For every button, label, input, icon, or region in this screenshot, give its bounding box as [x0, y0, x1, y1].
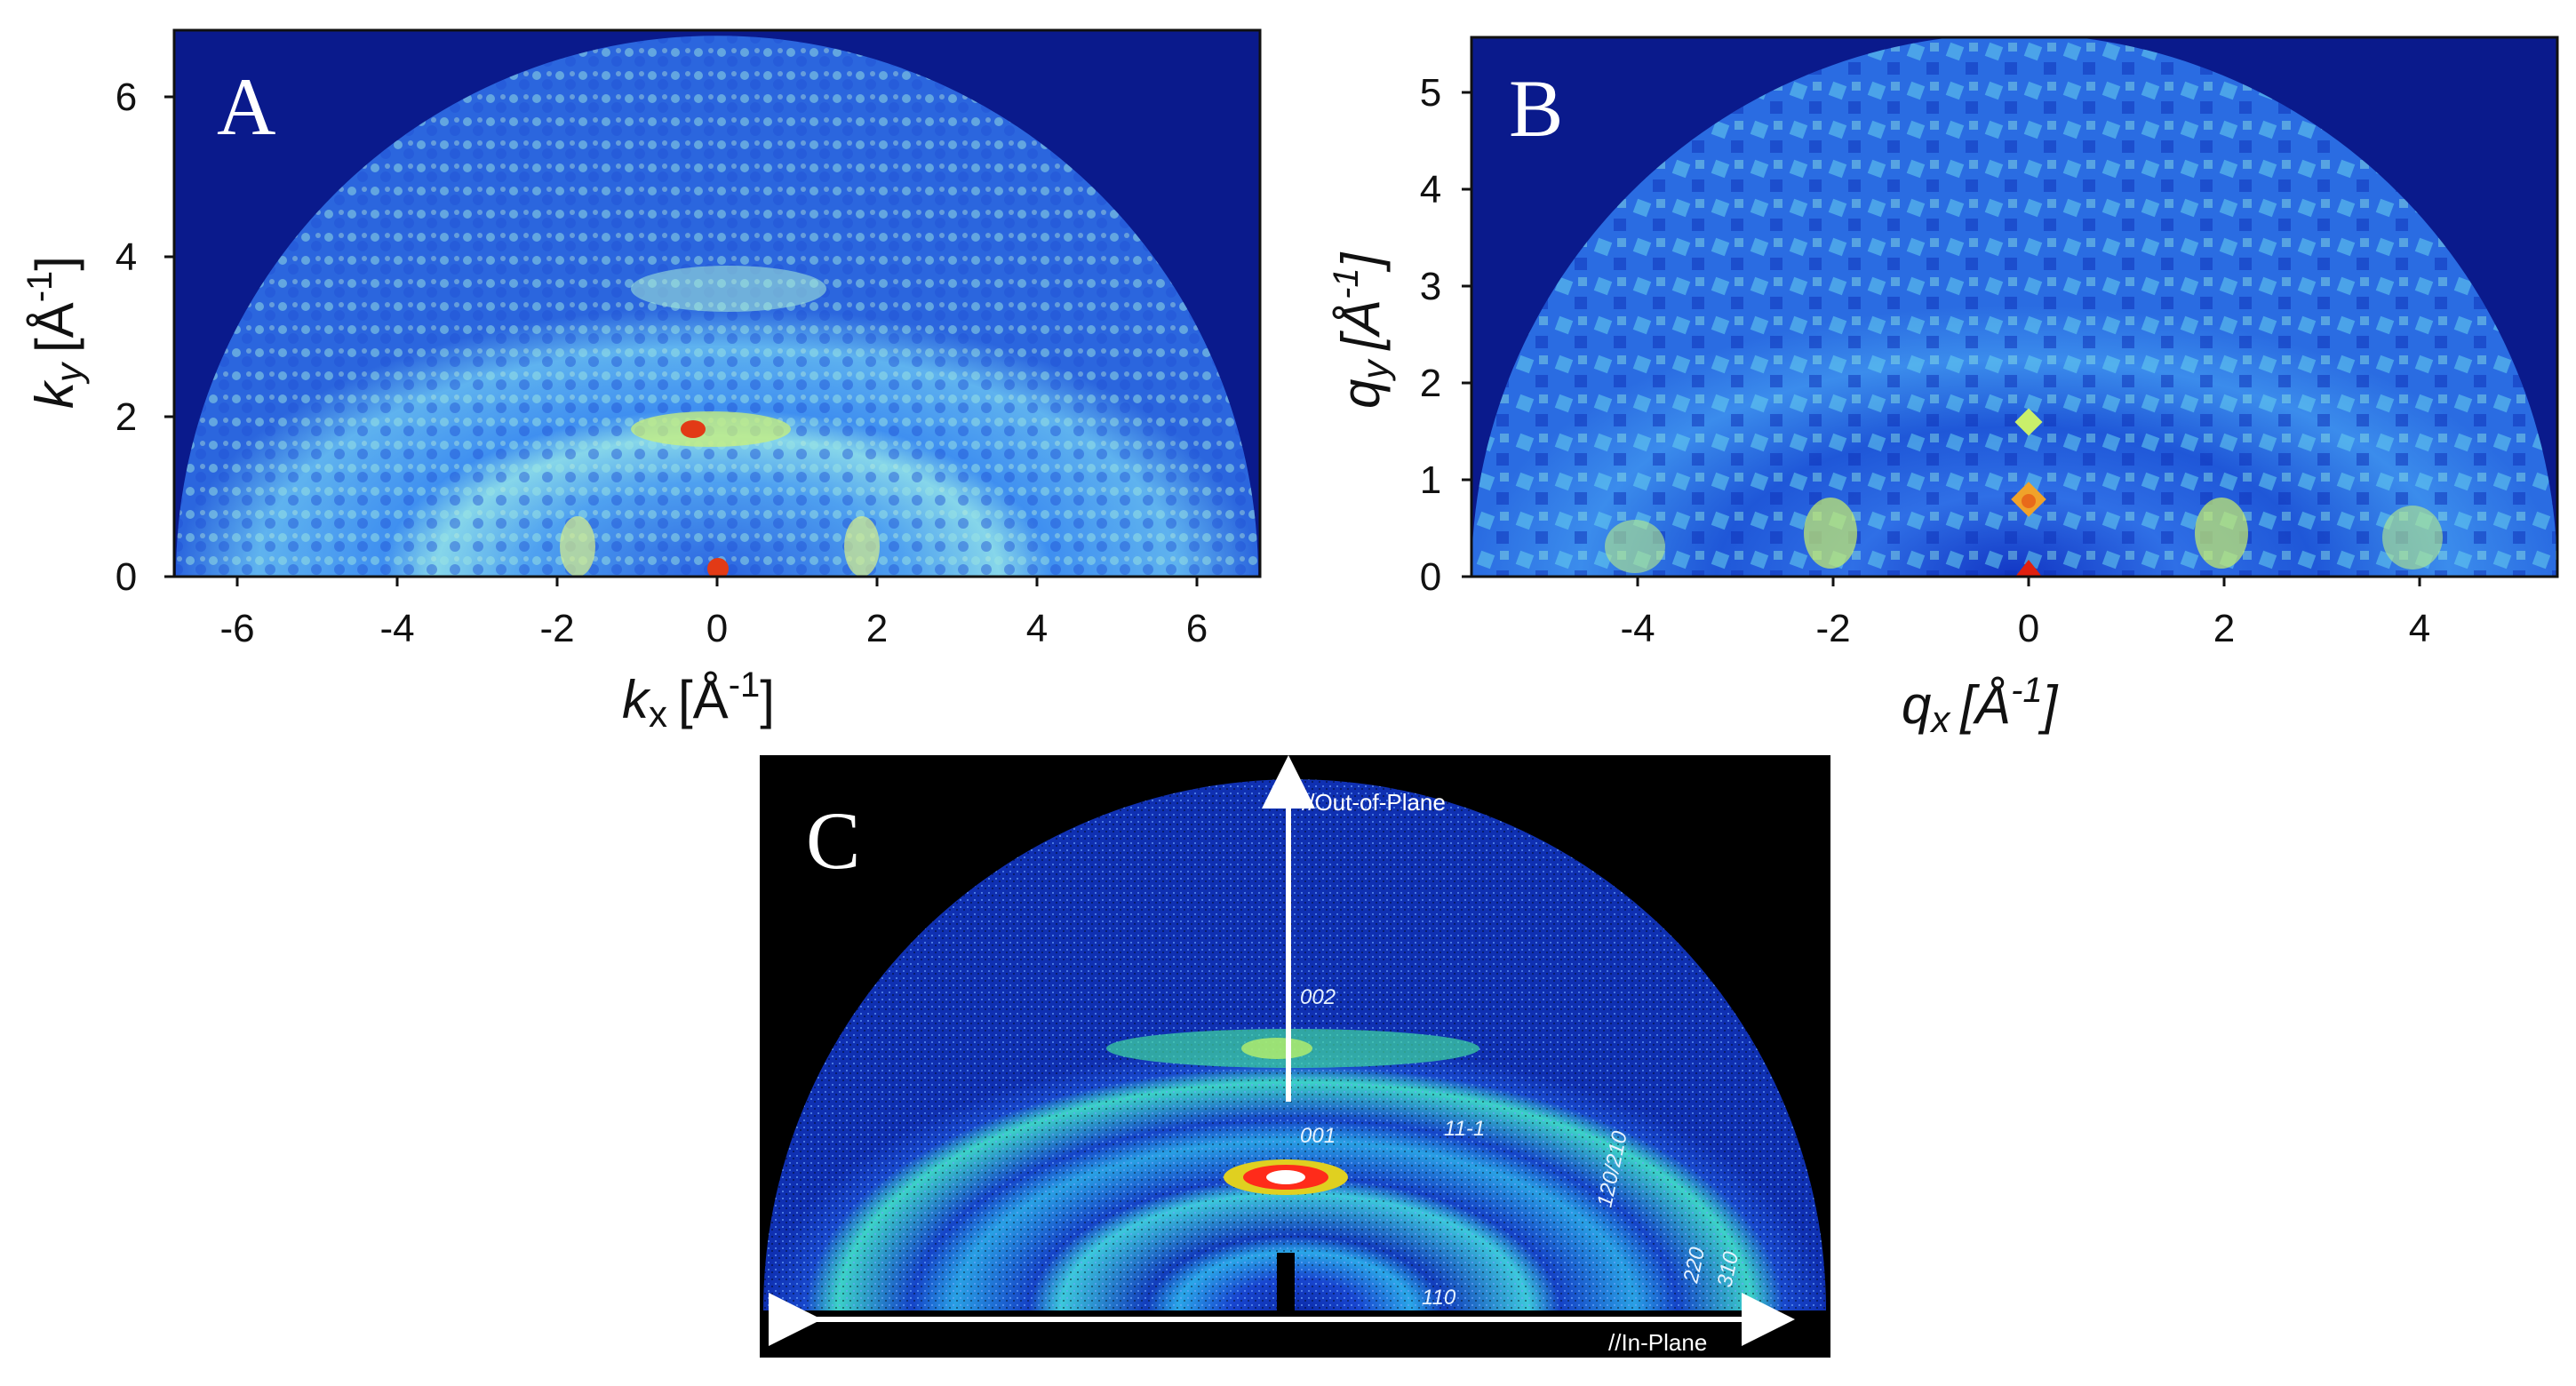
panel-c-reflection-001: 001 — [1300, 1124, 1336, 1148]
panel-b-xtick: -4 — [1620, 607, 1655, 650]
panel-a-x-ticks: -6 -4 -2 0 2 4 6 — [219, 577, 1208, 650]
panel-c-figure: //Out-of-Plane //In-Plane 002 001 11-1 1… — [760, 755, 1830, 1358]
panel-a-xtick: -4 — [379, 607, 414, 650]
panel-a-letter: A — [217, 61, 276, 152]
panel-b-ytick: 4 — [1420, 168, 1441, 211]
panel-c-beamstop — [1277, 1253, 1295, 1310]
panel-b-x-ticks: -4 -2 0 2 4 — [1620, 577, 2430, 650]
panel-a-xtick: 6 — [1186, 607, 1208, 650]
panel-c-reflection-11-1: 11-1 — [1444, 1117, 1485, 1141]
panel-b-ytick: 3 — [1420, 265, 1441, 308]
panel-b-xtick: 4 — [2409, 607, 2430, 650]
panel-a-xtick: 2 — [866, 607, 888, 650]
panel-b-ylabel: qy[Å-1] — [1327, 251, 1396, 409]
panel-a-band-4 — [631, 266, 826, 312]
panel-a-ytick: 0 — [116, 555, 137, 599]
panel-b-ytick: 2 — [1420, 362, 1441, 405]
panel-c-out-of-plane-label: //Out-of-Plane — [1302, 789, 1446, 816]
panel-b-ytick: 1 — [1420, 458, 1441, 502]
panel-b-ytick: 0 — [1420, 555, 1441, 599]
panel-b-xtick: 2 — [2213, 607, 2235, 650]
panel-b-xlabel: qx [Å-1] — [1902, 671, 2059, 740]
panel-a-ytick: 2 — [116, 395, 137, 439]
panel-b-xtick: 0 — [2018, 607, 2039, 650]
panel-c-in-plane-label: //In-Plane — [1608, 1329, 1707, 1356]
panel-b-letter: B — [1509, 63, 1564, 154]
panel-a-xlabel: kx [Å-1] — [622, 665, 775, 735]
panel-c-reflection-110: 110 — [1422, 1286, 1456, 1310]
panel-a: -6 -4 -2 0 2 4 6 0 2 4 6 kx [Å-1] ky[Å-1]… — [0, 0, 1280, 746]
panel-a-ytick: 6 — [116, 76, 137, 119]
panel-a-ytick: 4 — [116, 235, 137, 279]
panel-a-xtick: -2 — [539, 607, 574, 650]
panel-b-xtick: -2 — [1815, 607, 1850, 650]
panel-c: //Out-of-Plane //In-Plane 002 001 11-1 1… — [760, 755, 1830, 1358]
panel-b-spot-1 — [2014, 408, 2043, 436]
panel-a-xtick: 0 — [706, 607, 728, 650]
panel-a-figure: -6 -4 -2 0 2 4 6 0 2 4 6 kx [Å-1] ky[Å-1] — [20, 28, 1262, 735]
panel-a-xtick: 4 — [1026, 607, 1048, 650]
panel-a-y-ticks: 0 2 4 6 — [116, 76, 174, 599]
panel-a-xtick: -6 — [219, 607, 254, 650]
panel-c-reflection-002: 002 — [1300, 985, 1336, 1009]
panel-b: -4 -2 0 2 4 0 1 2 3 4 5 qx [Å-1] qy[Å-1] … — [1280, 0, 2576, 746]
panel-b-center-spot — [2015, 560, 2042, 577]
panel-b-figure: -4 -2 0 2 4 0 1 2 3 4 5 qx [Å-1] qy[Å-1] — [1327, 36, 2559, 740]
panel-a-center-spot — [707, 558, 729, 577]
panel-a-band-2 — [631, 411, 791, 447]
panel-a-ylabel: ky[Å-1] — [20, 256, 90, 409]
panel-b-y-ticks: 0 1 2 3 4 5 — [1420, 71, 1471, 599]
panel-b-ytick: 5 — [1420, 71, 1441, 115]
panel-c-letter: C — [806, 795, 861, 886]
